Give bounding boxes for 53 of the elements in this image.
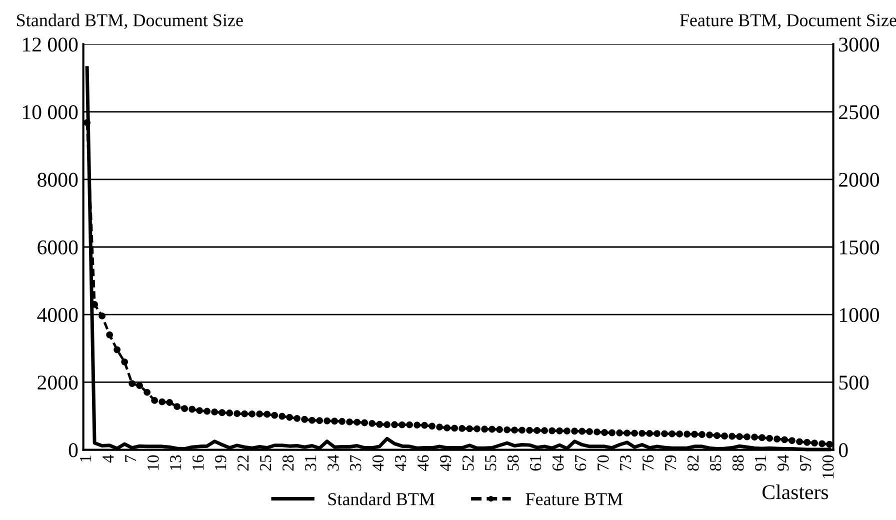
y2-tick-label: 3000 [839,38,880,52]
x-tick-label: 7 [125,455,136,462]
x-tick-label: 22 [238,456,249,471]
y-tick-label: 0 [68,443,78,458]
x-tick-label: 97 [800,455,812,471]
x-tick-label: 70 [597,455,609,470]
x-tick-label: 16 [192,455,204,470]
y2-tick-label: 0 [838,443,848,458]
y-axis-title: Standard BTM, Document Size [17,14,243,29]
y-tick-label: 8000 [38,172,78,187]
x-tick-label: 91 [755,456,766,471]
x-tick-label: 40 [372,455,384,471]
x-tick-label: 58 [507,455,519,470]
x-tick-label: 46 [418,455,429,471]
y-tick-label: 12 000 [23,38,78,52]
x-tick-label: 4 [102,454,114,463]
x-tick-label: 19 [215,455,226,470]
y-tick-label: 10 000 [23,105,78,120]
y2-tick-label: 1500 [840,240,880,254]
x-tick-label: 25 [260,455,272,471]
x-tick-label: 37 [350,455,362,471]
y2-tick-label: 1000 [840,308,880,322]
x-tick-label: 61 [530,456,542,471]
x-axis-title: Clasters [762,484,828,500]
x-tick-label: 73 [620,455,632,470]
legend-label: Feature BTM [526,493,622,506]
y2-axis-title: Feature BTM, Document Size [680,14,896,29]
x-tick-label: 31 [305,456,316,471]
x-tick-label: 10 [148,455,159,470]
legend-label: Standard BTM [328,492,434,506]
x-tick-label: 88 [732,455,744,471]
x-tick-label: 79 [665,455,676,470]
x-tick-label: 82 [687,456,699,471]
x-tick-label: 67 [575,455,586,471]
y-tick-label: 4000 [37,308,78,322]
x-tick-label: 34 [328,454,339,471]
x-tick-label: 76 [642,455,654,470]
x-tick-label: 55 [485,455,496,470]
x-tick-label: 13 [170,455,182,470]
y2-tick-label: 500 [839,376,869,390]
x-tick-label: 64 [552,454,564,471]
x-tick-label: 28 [282,455,294,471]
y2-tick-label: 2500 [839,105,880,120]
x-tick-label: 43 [395,455,406,471]
y2-tick-label: 2000 [839,172,880,187]
x-tick-label: 52 [462,456,474,470]
y-tick-label: 2000 [38,376,78,390]
x-tick-label: 85 [710,455,722,471]
y-tick-label: 6000 [38,240,78,254]
x-tick-label: 1 [80,456,92,462]
x-tick-label: 49 [440,455,452,471]
x-tick-label: 100 [822,455,834,478]
x-tick-label: 94 [778,454,789,471]
